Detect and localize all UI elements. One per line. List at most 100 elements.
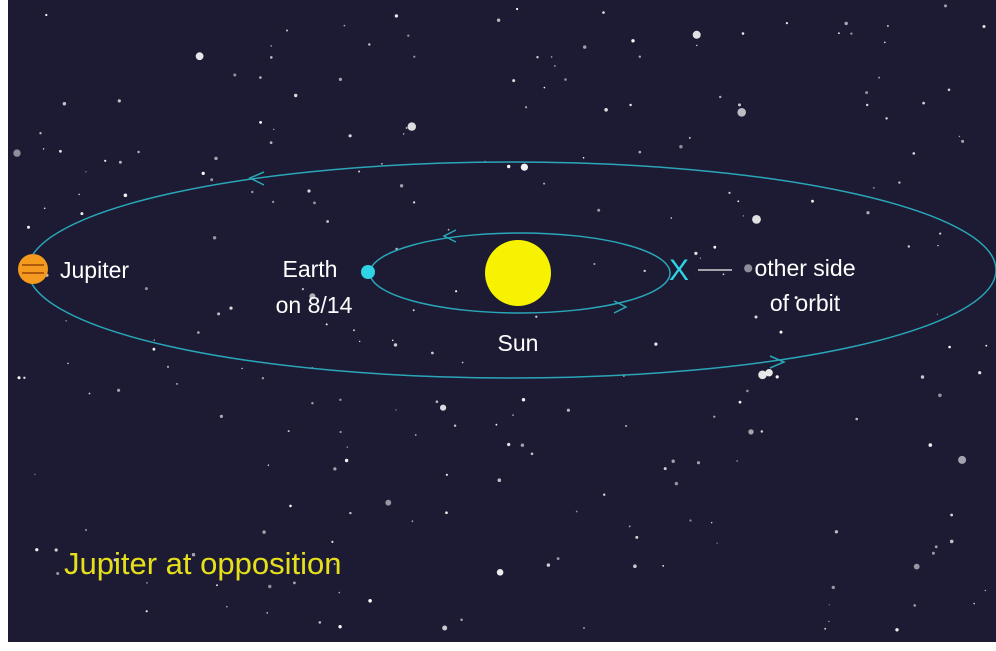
- star: [765, 369, 772, 376]
- star: [413, 56, 415, 58]
- star: [27, 226, 30, 229]
- star: [226, 606, 228, 608]
- star: [85, 529, 87, 531]
- star: [202, 172, 205, 175]
- star: [937, 314, 938, 315]
- star: [326, 220, 329, 223]
- star: [45, 14, 47, 16]
- star: [866, 104, 868, 106]
- star: [63, 102, 66, 105]
- star: [146, 610, 148, 612]
- star: [406, 127, 408, 129]
- star: [311, 402, 313, 404]
- star: [873, 187, 875, 189]
- star: [145, 287, 148, 290]
- star: [273, 129, 274, 130]
- star: [700, 258, 701, 259]
- star: [353, 329, 355, 331]
- star: [752, 215, 761, 224]
- star: [959, 136, 960, 137]
- star: [262, 377, 264, 379]
- star: [885, 117, 887, 119]
- star: [554, 65, 556, 67]
- star: [214, 157, 217, 160]
- star: [602, 11, 605, 14]
- star: [259, 76, 262, 79]
- star: [241, 368, 242, 369]
- star: [689, 519, 691, 521]
- star: [531, 453, 534, 456]
- star: [629, 525, 631, 527]
- star: [67, 363, 69, 365]
- star: [153, 348, 156, 351]
- star: [497, 569, 504, 576]
- star: [713, 416, 715, 418]
- opposite-marker: X: [669, 254, 689, 287]
- star: [516, 8, 518, 10]
- star: [229, 307, 232, 310]
- star: [59, 150, 62, 153]
- star: [268, 585, 271, 588]
- earth-label: on 8/14: [276, 292, 353, 318]
- star: [937, 245, 938, 246]
- star: [333, 467, 336, 470]
- star: [89, 393, 91, 395]
- star: [80, 212, 83, 215]
- star: [758, 371, 767, 380]
- star: [251, 191, 253, 193]
- star: [339, 399, 341, 401]
- star: [944, 4, 947, 7]
- star: [557, 557, 560, 560]
- star: [939, 233, 941, 235]
- star: [522, 398, 525, 401]
- star: [339, 592, 341, 594]
- star: [104, 160, 106, 162]
- star: [950, 540, 954, 544]
- star: [913, 152, 916, 155]
- star: [543, 183, 545, 185]
- star: [603, 494, 605, 496]
- star: [349, 134, 352, 137]
- star: [270, 141, 273, 144]
- star: [719, 96, 721, 98]
- star: [118, 99, 121, 102]
- star: [294, 94, 297, 97]
- star: [272, 201, 274, 203]
- star: [395, 14, 398, 17]
- star: [866, 211, 869, 214]
- star: [633, 564, 637, 568]
- star: [776, 375, 779, 378]
- jupiter-planet: [18, 254, 48, 284]
- star: [711, 522, 712, 523]
- star: [512, 79, 515, 82]
- star: [713, 246, 716, 249]
- jupiter-label: Jupiter: [60, 257, 129, 283]
- star: [583, 157, 585, 159]
- star: [850, 33, 852, 35]
- star: [403, 133, 404, 134]
- star: [213, 236, 216, 239]
- star: [593, 263, 595, 265]
- star: [761, 430, 763, 432]
- star: [922, 102, 925, 105]
- star: [137, 151, 139, 153]
- star: [629, 104, 631, 106]
- star: [597, 209, 600, 212]
- star: [216, 584, 218, 586]
- star: [576, 511, 578, 513]
- sun-label: Sun: [498, 330, 539, 356]
- star: [935, 545, 938, 548]
- star: [338, 625, 341, 628]
- star: [233, 74, 236, 77]
- star: [358, 171, 360, 173]
- star: [551, 56, 553, 58]
- star: [359, 341, 360, 342]
- caption: Jupiter at opposition: [64, 546, 341, 581]
- star: [948, 346, 951, 349]
- star: [462, 362, 464, 364]
- star: [693, 31, 701, 39]
- other-side-label: other side: [754, 255, 855, 281]
- star: [696, 45, 697, 46]
- star: [728, 192, 730, 194]
- star: [737, 200, 739, 202]
